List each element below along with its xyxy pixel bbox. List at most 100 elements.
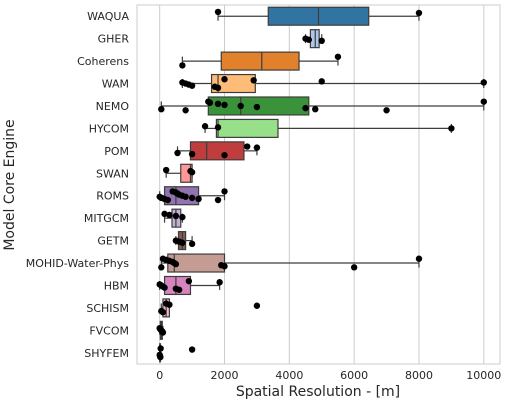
box-layer [156, 6, 487, 363]
box-group-waqua [214, 6, 423, 26]
data-point [214, 196, 222, 204]
box-group-mohid-water-phys [158, 253, 423, 273]
x-axis-title: Spatial Resolution - [m] [236, 384, 400, 400]
data-point [188, 150, 196, 158]
data-point [253, 103, 261, 111]
data-point [195, 195, 202, 203]
y-category-label: SHYFEM [84, 347, 129, 360]
y-category-label: NEMO [96, 100, 130, 113]
data-point [305, 36, 312, 43]
box-iqr [189, 141, 245, 161]
plot-frame [136, 4, 501, 365]
x-tick-label: 2000 [211, 369, 239, 382]
y-label-layer: WAQUA GHER Coherens WAM NEMO HYCOM POM SWAN ROMS… [26, 10, 130, 360]
data-point [221, 76, 228, 83]
data-point [182, 193, 189, 200]
data-point [214, 84, 222, 92]
data-point [415, 9, 423, 17]
data-point [188, 169, 196, 176]
box-group-mitgcm [161, 208, 186, 228]
box-group-roms [156, 186, 228, 206]
data-point [185, 277, 193, 285]
data-point [159, 329, 167, 336]
y-category-label: WAM [102, 78, 129, 91]
data-point [175, 286, 183, 293]
data-point [250, 77, 257, 84]
x-tick-label: 8000 [405, 369, 433, 382]
data-point [161, 210, 168, 218]
y-category-label: GETM [97, 235, 129, 248]
box-group-shyfem [156, 343, 196, 363]
data-point [312, 105, 319, 113]
data-point [188, 194, 196, 202]
box-group-wam [179, 73, 487, 94]
data-point [221, 263, 228, 270]
data-point [157, 345, 164, 352]
data-point [214, 124, 222, 131]
data-point [157, 353, 164, 361]
data-point [172, 260, 180, 268]
data-point [158, 264, 165, 271]
x-tick-label: 10000 [466, 369, 501, 382]
data-point [179, 62, 186, 69]
y-category-label: HBM [104, 279, 129, 292]
data-point [216, 279, 223, 286]
data-point [318, 78, 325, 85]
data-point [188, 346, 196, 353]
data-point [350, 264, 358, 271]
data-point [302, 104, 309, 112]
box-group-hycom [201, 118, 455, 138]
y-category-label: WAQUA [87, 10, 129, 23]
data-point [214, 100, 222, 108]
y-category-label: HYCOM [89, 122, 129, 135]
y-category-label: GHER [98, 33, 130, 46]
y-category-label: MOHID-Water-Phys [26, 257, 130, 270]
data-point [253, 302, 261, 309]
data-point [415, 255, 423, 262]
data-point [480, 79, 487, 86]
data-point [318, 37, 325, 45]
y-category-label: SWAN [96, 167, 129, 180]
box-group-schism [158, 298, 261, 318]
data-point [221, 101, 228, 109]
data-point [383, 107, 390, 114]
box-iqr [220, 51, 300, 71]
box-group-getm [172, 231, 196, 251]
y-category-label: SCHISM [86, 302, 129, 315]
data-point [237, 102, 244, 110]
data-point [448, 125, 455, 132]
data-point [179, 213, 186, 221]
box-group-hbm [156, 275, 223, 296]
data-point [162, 166, 170, 174]
grid-layer [159, 5, 485, 364]
data-point [201, 123, 209, 130]
box-group-pom [174, 141, 261, 161]
y-category-label: ROMS [96, 190, 129, 203]
data-point [161, 284, 168, 291]
box-iqr [215, 118, 279, 138]
data-point [334, 53, 342, 60]
y-category-label: Coherens [77, 55, 129, 68]
y-axis-title: Model Core Engine [2, 119, 18, 250]
data-point [159, 309, 167, 316]
y-category-label: FVCOM [89, 324, 129, 337]
data-point [179, 239, 186, 246]
x-tick-label: 6000 [340, 369, 368, 382]
data-point [174, 149, 181, 157]
x-tick-label: 0 [156, 369, 163, 382]
box-group-swan [162, 163, 196, 183]
data-point [221, 151, 228, 159]
data-point [166, 301, 173, 308]
data-point [182, 107, 189, 114]
data-point [188, 240, 196, 248]
y-category-label: POM [104, 145, 129, 158]
data-point [214, 8, 222, 16]
data-point [243, 143, 251, 150]
data-point [188, 82, 196, 89]
data-point [158, 105, 165, 113]
data-point [221, 188, 228, 195]
x-tick-label: 4000 [275, 369, 303, 382]
data-point [206, 99, 214, 106]
x-tick-layer: 0 2000 4000 6000 8000 10000 [156, 369, 501, 382]
